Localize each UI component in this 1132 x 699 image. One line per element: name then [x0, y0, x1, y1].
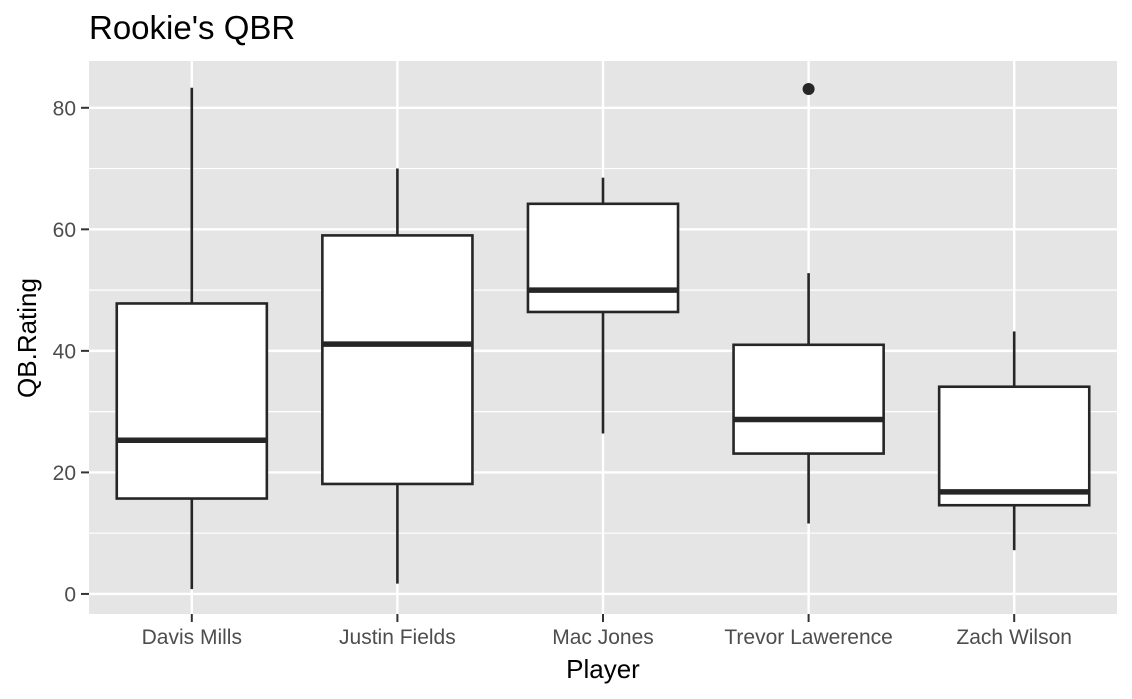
- y-tick-label: 60: [53, 219, 76, 242]
- box: [526, 202, 680, 314]
- y-tick-label: 20: [53, 462, 76, 485]
- y-axis: 0 20 40 60 80: [53, 97, 89, 606]
- box-group: [321, 168, 474, 584]
- box: [115, 302, 269, 500]
- chart-title: Rookie's QBR: [89, 9, 295, 46]
- box-group: [937, 331, 1091, 551]
- y-tick-label: 0: [64, 583, 76, 606]
- box: [732, 343, 885, 455]
- box: [937, 385, 1091, 507]
- y-axis-title: QB.Rating: [12, 278, 42, 398]
- y-tick-label: 80: [53, 97, 76, 120]
- x-tick-label: Mac Jones: [552, 626, 654, 649]
- x-tick-label: Trevor Lawerence: [724, 626, 892, 649]
- outlier-point: [802, 82, 815, 95]
- y-tick-label: 40: [53, 340, 76, 363]
- box: [321, 234, 474, 486]
- x-tick-label: Justin Fields: [339, 626, 456, 649]
- box-group: [115, 87, 269, 590]
- x-axis-title: Player: [566, 654, 640, 684]
- box-group: [732, 82, 885, 524]
- box-series: [115, 82, 1091, 590]
- box-group: [526, 177, 680, 434]
- x-tick-label: Davis Mills: [142, 626, 242, 649]
- x-axis: Davis Mills Justin Fields Mac Jones Trevor …: [142, 614, 1072, 649]
- x-tick-label: Zach Wilson: [956, 626, 1072, 649]
